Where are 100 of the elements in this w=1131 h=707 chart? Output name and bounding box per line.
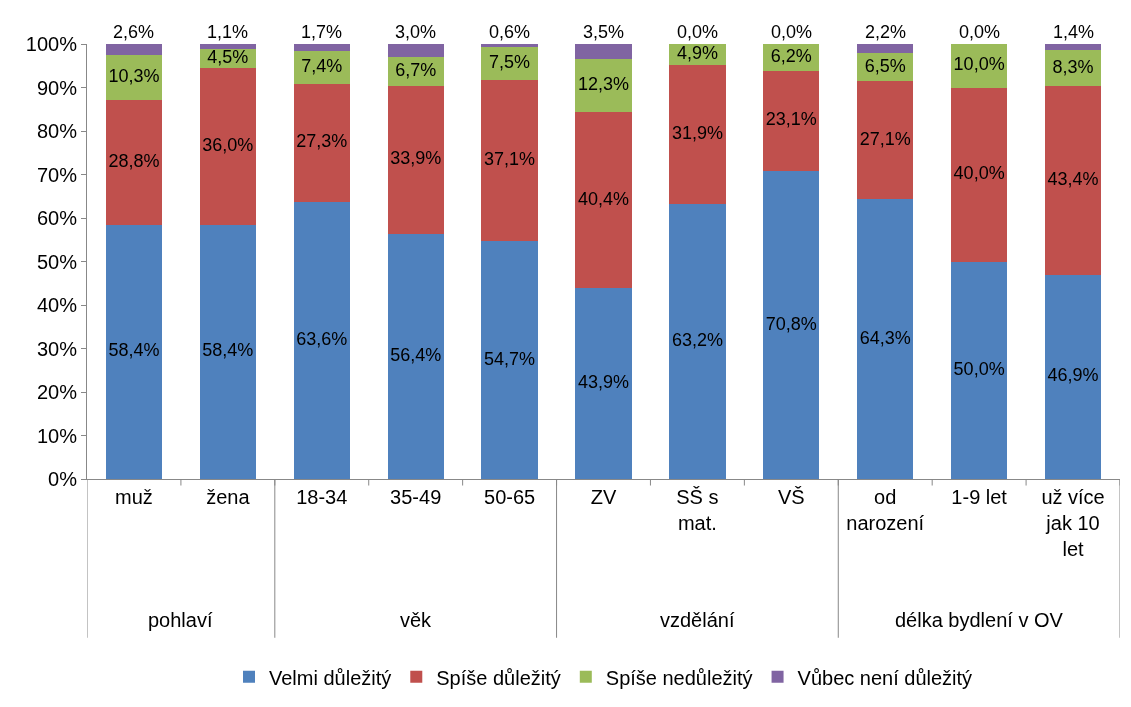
data-label: 33,9% bbox=[390, 148, 442, 169]
x-tick-label: muž bbox=[115, 486, 153, 508]
bar bbox=[105, 99, 163, 225]
data-label: 7,4% bbox=[301, 55, 343, 76]
data-label: 43,4% bbox=[1047, 169, 1099, 190]
bar bbox=[575, 112, 632, 289]
y-tick-label: 10% bbox=[36, 424, 78, 447]
data-label: 40,0% bbox=[953, 163, 1005, 183]
x-tick-label: 18-34 bbox=[296, 486, 348, 508]
y-tick-label: 30% bbox=[36, 337, 78, 360]
x-tick-label: 35-49 bbox=[390, 486, 442, 508]
x-tick-label: od narození bbox=[846, 486, 925, 534]
data-label: 23,1% bbox=[765, 109, 817, 130]
data-label: 31,9% bbox=[671, 123, 723, 144]
data-label: 1,4% bbox=[1053, 22, 1095, 42]
data-label: 7,5% bbox=[489, 51, 531, 72]
bar bbox=[387, 86, 444, 234]
bar bbox=[575, 288, 632, 479]
bar bbox=[199, 224, 257, 479]
bar bbox=[857, 44, 914, 54]
bar bbox=[199, 44, 257, 49]
data-label: 27,1% bbox=[859, 128, 911, 149]
data-label: 1,1% bbox=[207, 22, 249, 42]
bar bbox=[481, 44, 538, 48]
data-label: 58,4% bbox=[108, 340, 160, 361]
bar bbox=[293, 83, 350, 203]
bar bbox=[763, 171, 820, 479]
data-label: 28,8% bbox=[108, 150, 160, 171]
bar bbox=[1044, 44, 1102, 51]
data-label: 0,0% bbox=[771, 22, 813, 42]
data-label: 36,0% bbox=[202, 135, 254, 156]
data-label: 0,6% bbox=[489, 22, 531, 42]
data-label: 12,3% bbox=[577, 74, 630, 95]
y-tick-label: 40% bbox=[36, 294, 78, 316]
x-tick-label: SŠ s mat. bbox=[676, 486, 719, 534]
bar bbox=[199, 68, 257, 225]
data-label: 3,5% bbox=[583, 22, 625, 42]
data-label: 43,9% bbox=[577, 372, 630, 393]
bar bbox=[481, 79, 538, 242]
data-label: 6,5% bbox=[864, 55, 906, 76]
data-label: 63,6% bbox=[296, 329, 348, 350]
legend-label: Spíše nedůležitý bbox=[605, 666, 753, 689]
data-label: 0,0% bbox=[677, 22, 719, 42]
x-tick-label: už více jak 10 let bbox=[1041, 486, 1105, 560]
bar bbox=[763, 70, 820, 172]
x-tick-label: 50-65 bbox=[484, 486, 536, 508]
data-label: 37,1% bbox=[484, 148, 536, 169]
data-label: 4,5% bbox=[207, 47, 249, 68]
data-label: 64,3% bbox=[859, 327, 911, 348]
bar bbox=[387, 233, 444, 479]
data-label: 63,2% bbox=[671, 330, 723, 351]
data-label: 2,6% bbox=[113, 22, 155, 42]
y-tick-label: 80% bbox=[36, 120, 78, 142]
y-tick-label: 50% bbox=[36, 250, 78, 273]
text: vzdělání bbox=[660, 609, 735, 631]
bar bbox=[1044, 274, 1102, 479]
data-label: 4,9% bbox=[676, 43, 718, 64]
data-label: 8,3% bbox=[1052, 56, 1094, 77]
data-label: 2,2% bbox=[865, 22, 907, 42]
bar bbox=[669, 204, 726, 479]
data-label: 54,7% bbox=[484, 348, 536, 369]
bar bbox=[481, 241, 538, 479]
bar bbox=[950, 87, 1008, 262]
text: věk bbox=[400, 609, 433, 631]
legend-label: Vůbec není důležitý bbox=[797, 666, 973, 689]
data-label: 10,3% bbox=[108, 65, 160, 86]
data-label: 70,8% bbox=[765, 313, 817, 334]
bar bbox=[857, 81, 914, 200]
data-label: 27,3% bbox=[296, 131, 348, 152]
data-label: 1,7% bbox=[301, 22, 343, 42]
bar bbox=[105, 224, 163, 479]
bar bbox=[575, 44, 632, 59]
bar bbox=[293, 44, 350, 52]
data-label: 6,7% bbox=[395, 60, 437, 81]
text: pohlaví bbox=[148, 609, 213, 631]
bar bbox=[669, 65, 726, 205]
x-tick-label: žena bbox=[206, 486, 251, 508]
x-tick-label: ZV bbox=[590, 486, 617, 508]
data-label: 58,4% bbox=[202, 340, 254, 361]
text: délka bydlení v OV bbox=[895, 609, 1064, 631]
bar bbox=[950, 261, 1008, 479]
bar bbox=[293, 202, 350, 479]
y-tick-label: 20% bbox=[36, 381, 78, 403]
y-tick-label: 90% bbox=[36, 76, 78, 99]
bar bbox=[105, 44, 163, 55]
x-tick-label: VŠ bbox=[777, 486, 805, 508]
y-tick-label: 60% bbox=[36, 207, 78, 229]
y-tick-label: 70% bbox=[36, 163, 78, 186]
data-label: 0,0% bbox=[959, 22, 1001, 42]
x-tick-label: 1-9 let bbox=[951, 486, 1008, 508]
data-label: 40,4% bbox=[577, 188, 630, 209]
data-label: 46,9% bbox=[1047, 365, 1099, 386]
data-label: 50,0% bbox=[953, 358, 1005, 379]
y-tick-label: 100% bbox=[25, 33, 78, 55]
legend-label: Velmi důležitý bbox=[269, 666, 392, 689]
bar bbox=[387, 44, 444, 58]
legend-label: Spíše důležitý bbox=[436, 666, 561, 689]
data-label: 3,0% bbox=[395, 22, 437, 42]
y-tick-label: 0% bbox=[48, 468, 78, 490]
data-label: 56,4% bbox=[390, 344, 442, 365]
